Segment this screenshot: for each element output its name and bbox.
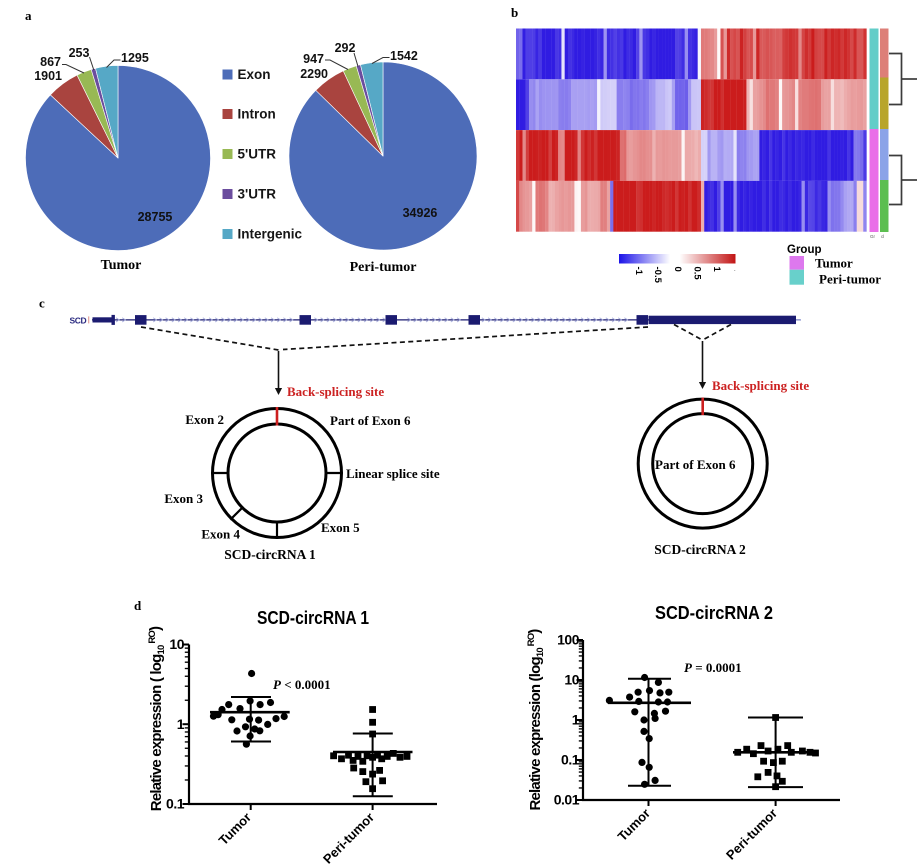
svg-text:cl: cl: [881, 234, 884, 239]
svg-text:Exon 4: Exon 4: [201, 527, 240, 542]
svg-text:.: .: [734, 267, 736, 273]
svg-text:5'UTR: 5'UTR: [238, 147, 277, 162]
svg-text:Exon 3: Exon 3: [164, 491, 203, 506]
svg-text:0: 0: [672, 267, 683, 272]
svg-text:Relative expression ( log10 RO: Relative expression ( log10 RO): [147, 626, 167, 811]
svg-text:Back-splicing site: Back-splicing site: [287, 384, 384, 399]
svg-text:1: 1: [177, 716, 185, 732]
svg-text:Intron: Intron: [238, 107, 276, 122]
svg-text:Exon 5: Exon 5: [321, 520, 360, 535]
svg-text:SCD: SCD: [70, 316, 87, 326]
svg-text:Exon: Exon: [238, 67, 271, 82]
svg-text:Tumor: Tumor: [815, 256, 853, 271]
svg-text:SCD-circRNA 2: SCD-circRNA 2: [655, 602, 773, 623]
svg-text:Back-splicing site: Back-splicing site: [712, 378, 809, 393]
svg-text:Peri-tumor: Peri-tumor: [819, 272, 881, 287]
svg-text:-1: -1: [633, 267, 644, 276]
svg-text:Part of Exon 6: Part of Exon 6: [330, 413, 411, 428]
svg-text:Tumor: Tumor: [216, 810, 255, 849]
svg-text:Intergenic: Intergenic: [238, 227, 303, 242]
svg-text:10: 10: [564, 672, 579, 688]
svg-text:0.01: 0.01: [554, 792, 580, 808]
svg-text:1: 1: [572, 712, 580, 728]
svg-text:34926: 34926: [403, 206, 438, 220]
svg-text:P < 0.0001: P < 0.0001: [273, 677, 331, 692]
svg-text:Gr: Gr: [870, 234, 876, 239]
svg-text:947: 947: [303, 52, 324, 66]
svg-text:100: 100: [557, 632, 580, 648]
svg-text:-0.5: -0.5: [652, 267, 663, 284]
svg-text:Part of Exon 6: Part of Exon 6: [655, 457, 736, 472]
svg-text:Tumor: Tumor: [615, 806, 654, 845]
svg-text:1542: 1542: [390, 49, 418, 63]
svg-text:3'UTR: 3'UTR: [238, 187, 277, 202]
svg-text:Linear splice site: Linear splice site: [346, 466, 440, 481]
svg-text:Peri-tumor: Peri-tumor: [723, 806, 780, 863]
svg-text:SCD-circRNA 2: SCD-circRNA 2: [654, 542, 746, 557]
svg-text:c: c: [39, 296, 45, 311]
svg-text:2290: 2290: [300, 67, 328, 81]
svg-text:Exon 2: Exon 2: [185, 412, 224, 427]
svg-text:Relative expression (log10 RO): Relative expression (log10 RO): [526, 629, 546, 811]
svg-text:Group: Group: [787, 244, 822, 256]
svg-text:Tumor: Tumor: [101, 258, 142, 273]
svg-text:867: 867: [40, 55, 61, 69]
svg-text:292: 292: [335, 41, 356, 55]
svg-text:Peri-tumor: Peri-tumor: [350, 260, 417, 275]
svg-text:10: 10: [169, 636, 184, 652]
svg-text:0.1: 0.1: [166, 796, 185, 812]
svg-text:d: d: [134, 598, 142, 613]
svg-text:Peri-tumor: Peri-tumor: [320, 810, 377, 865]
svg-text:28755: 28755: [138, 210, 173, 224]
svg-text:0.5: 0.5: [692, 267, 703, 281]
svg-text:1: 1: [711, 267, 722, 273]
svg-text:253: 253: [69, 46, 90, 60]
svg-text:P = 0.0001: P = 0.0001: [684, 660, 742, 675]
svg-text:1901: 1901: [34, 69, 62, 83]
svg-text:SCD-circRNA 1: SCD-circRNA 1: [224, 547, 316, 562]
svg-text:a: a: [25, 8, 32, 23]
svg-text:0.1: 0.1: [561, 752, 580, 768]
svg-text:1295: 1295: [121, 51, 149, 65]
svg-text:b: b: [511, 5, 518, 20]
svg-text:SCD-circRNA 1: SCD-circRNA 1: [257, 607, 369, 628]
